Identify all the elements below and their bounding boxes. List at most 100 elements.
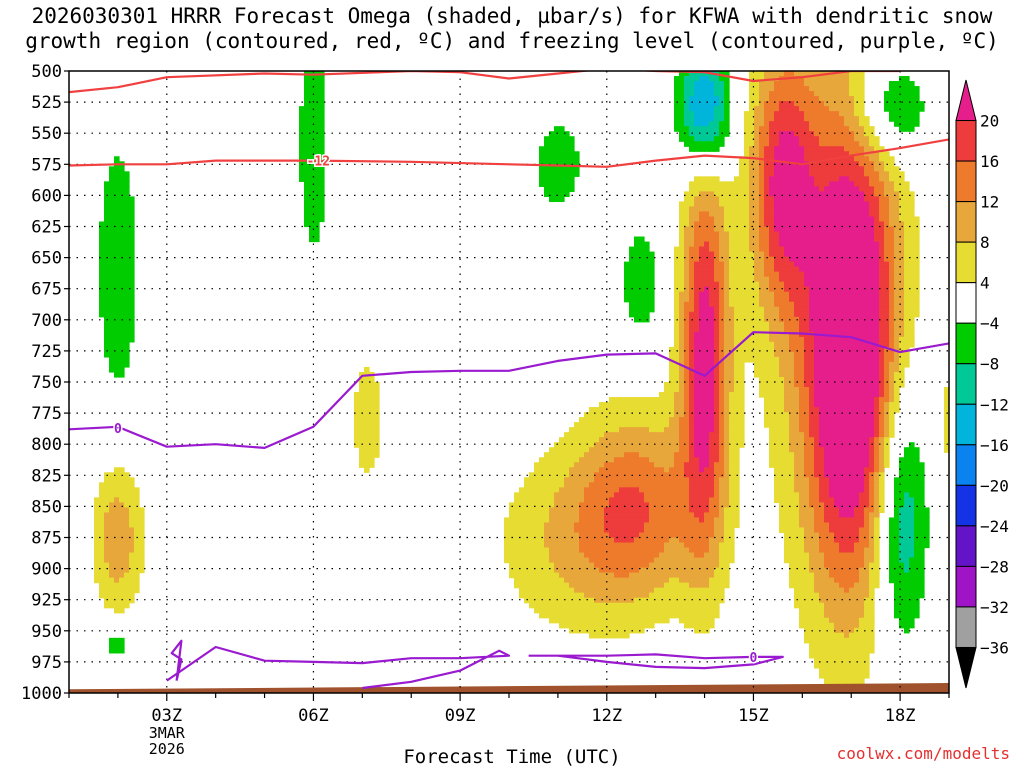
omega-cell (814, 271, 820, 278)
omega-cell (634, 271, 640, 278)
omega-cell (864, 392, 870, 398)
omega-cell (689, 141, 695, 147)
omega-cell (834, 306, 840, 313)
omega-cell (809, 326, 815, 333)
omega-cell (714, 366, 720, 373)
omega-cell (759, 341, 765, 348)
omega-cell (834, 131, 840, 137)
omega-cell (864, 126, 870, 132)
omega-cell (129, 221, 135, 228)
omega-cell (844, 111, 850, 117)
omega-cell (134, 487, 140, 493)
omega-cell (304, 201, 310, 208)
omega-cell (684, 487, 690, 493)
omega-cell (549, 457, 555, 463)
omega-cell (794, 427, 800, 433)
omega-cell (664, 442, 670, 448)
omega-cell (914, 467, 920, 473)
omega-cell (809, 141, 815, 147)
omega-cell (304, 181, 310, 187)
omega-cell (859, 276, 865, 283)
omega-cell (664, 477, 670, 483)
omega-cell (304, 81, 310, 87)
omega-cell (299, 116, 305, 122)
omega-cell (854, 477, 860, 483)
omega-cell (909, 111, 915, 117)
omega-cell (859, 387, 865, 393)
omega-cell (819, 211, 825, 218)
omega-cell (844, 356, 850, 363)
omega-cell (614, 497, 620, 503)
omega-cell (684, 321, 690, 328)
omega-cell (579, 447, 585, 453)
omega-cell (869, 462, 875, 468)
omega-cell (849, 497, 855, 503)
omega-cell (749, 71, 755, 77)
omega-cell (609, 492, 615, 498)
omega-cell (744, 191, 750, 198)
omega-cell (784, 351, 790, 358)
omega-cell (824, 211, 830, 218)
omega-cell (684, 462, 690, 468)
omega-cell (699, 176, 705, 182)
omega-cell (774, 482, 780, 488)
omega-cell (304, 101, 310, 107)
omega-cell (869, 397, 875, 403)
omega-cell (554, 196, 560, 203)
omega-cell (679, 201, 685, 208)
omega-cell (724, 186, 730, 192)
omega-cell (619, 412, 625, 418)
omega-cell (889, 326, 895, 333)
omega-cell (754, 276, 760, 283)
omega-cell (844, 316, 850, 323)
omega-cell (694, 246, 700, 253)
omega-cell (679, 326, 685, 333)
omega-cell (694, 191, 700, 198)
omega-cell (579, 467, 585, 473)
omega-cell (874, 181, 880, 187)
omega-cell (844, 497, 850, 503)
omega-cell (764, 261, 770, 268)
omega-cell (904, 231, 910, 238)
omega-cell (759, 196, 765, 203)
omega-cell (684, 467, 690, 473)
omega-cell (704, 181, 710, 187)
omega-cell (719, 412, 725, 418)
omega-cell (789, 462, 795, 468)
omega-cell (659, 492, 665, 498)
omega-cell (689, 382, 695, 388)
omega-cell (904, 241, 910, 248)
omega-cell (834, 276, 840, 283)
omega-cell (314, 166, 320, 172)
omega-cell (764, 131, 770, 137)
omega-cell (884, 402, 890, 408)
omega-cell (789, 116, 795, 122)
omega-cell (599, 422, 605, 428)
omega-cell (839, 356, 845, 363)
omega-cell (639, 477, 645, 483)
omega-cell (864, 206, 870, 213)
omega-cell (629, 432, 635, 438)
omega-cell (774, 286, 780, 293)
omega-cell (764, 376, 770, 383)
omega-cell (909, 462, 915, 468)
omega-cell (834, 196, 840, 203)
omega-cell (699, 271, 705, 278)
omega-cell (874, 382, 880, 388)
omega-cell (724, 301, 730, 308)
omega-cell (599, 432, 605, 438)
omega-cell (899, 216, 905, 223)
omega-cell (844, 241, 850, 248)
omega-cell (864, 316, 870, 323)
omega-cell (754, 226, 760, 233)
omega-cell (769, 301, 775, 308)
omega-cell (869, 271, 875, 278)
omega-cell (894, 206, 900, 213)
omega-cell (729, 407, 735, 413)
omega-cell (619, 457, 625, 463)
omega-cell (899, 111, 905, 117)
omega-cell (789, 356, 795, 363)
omega-cell (369, 457, 375, 463)
omega-cell (629, 457, 635, 463)
omega-cell (899, 196, 905, 203)
